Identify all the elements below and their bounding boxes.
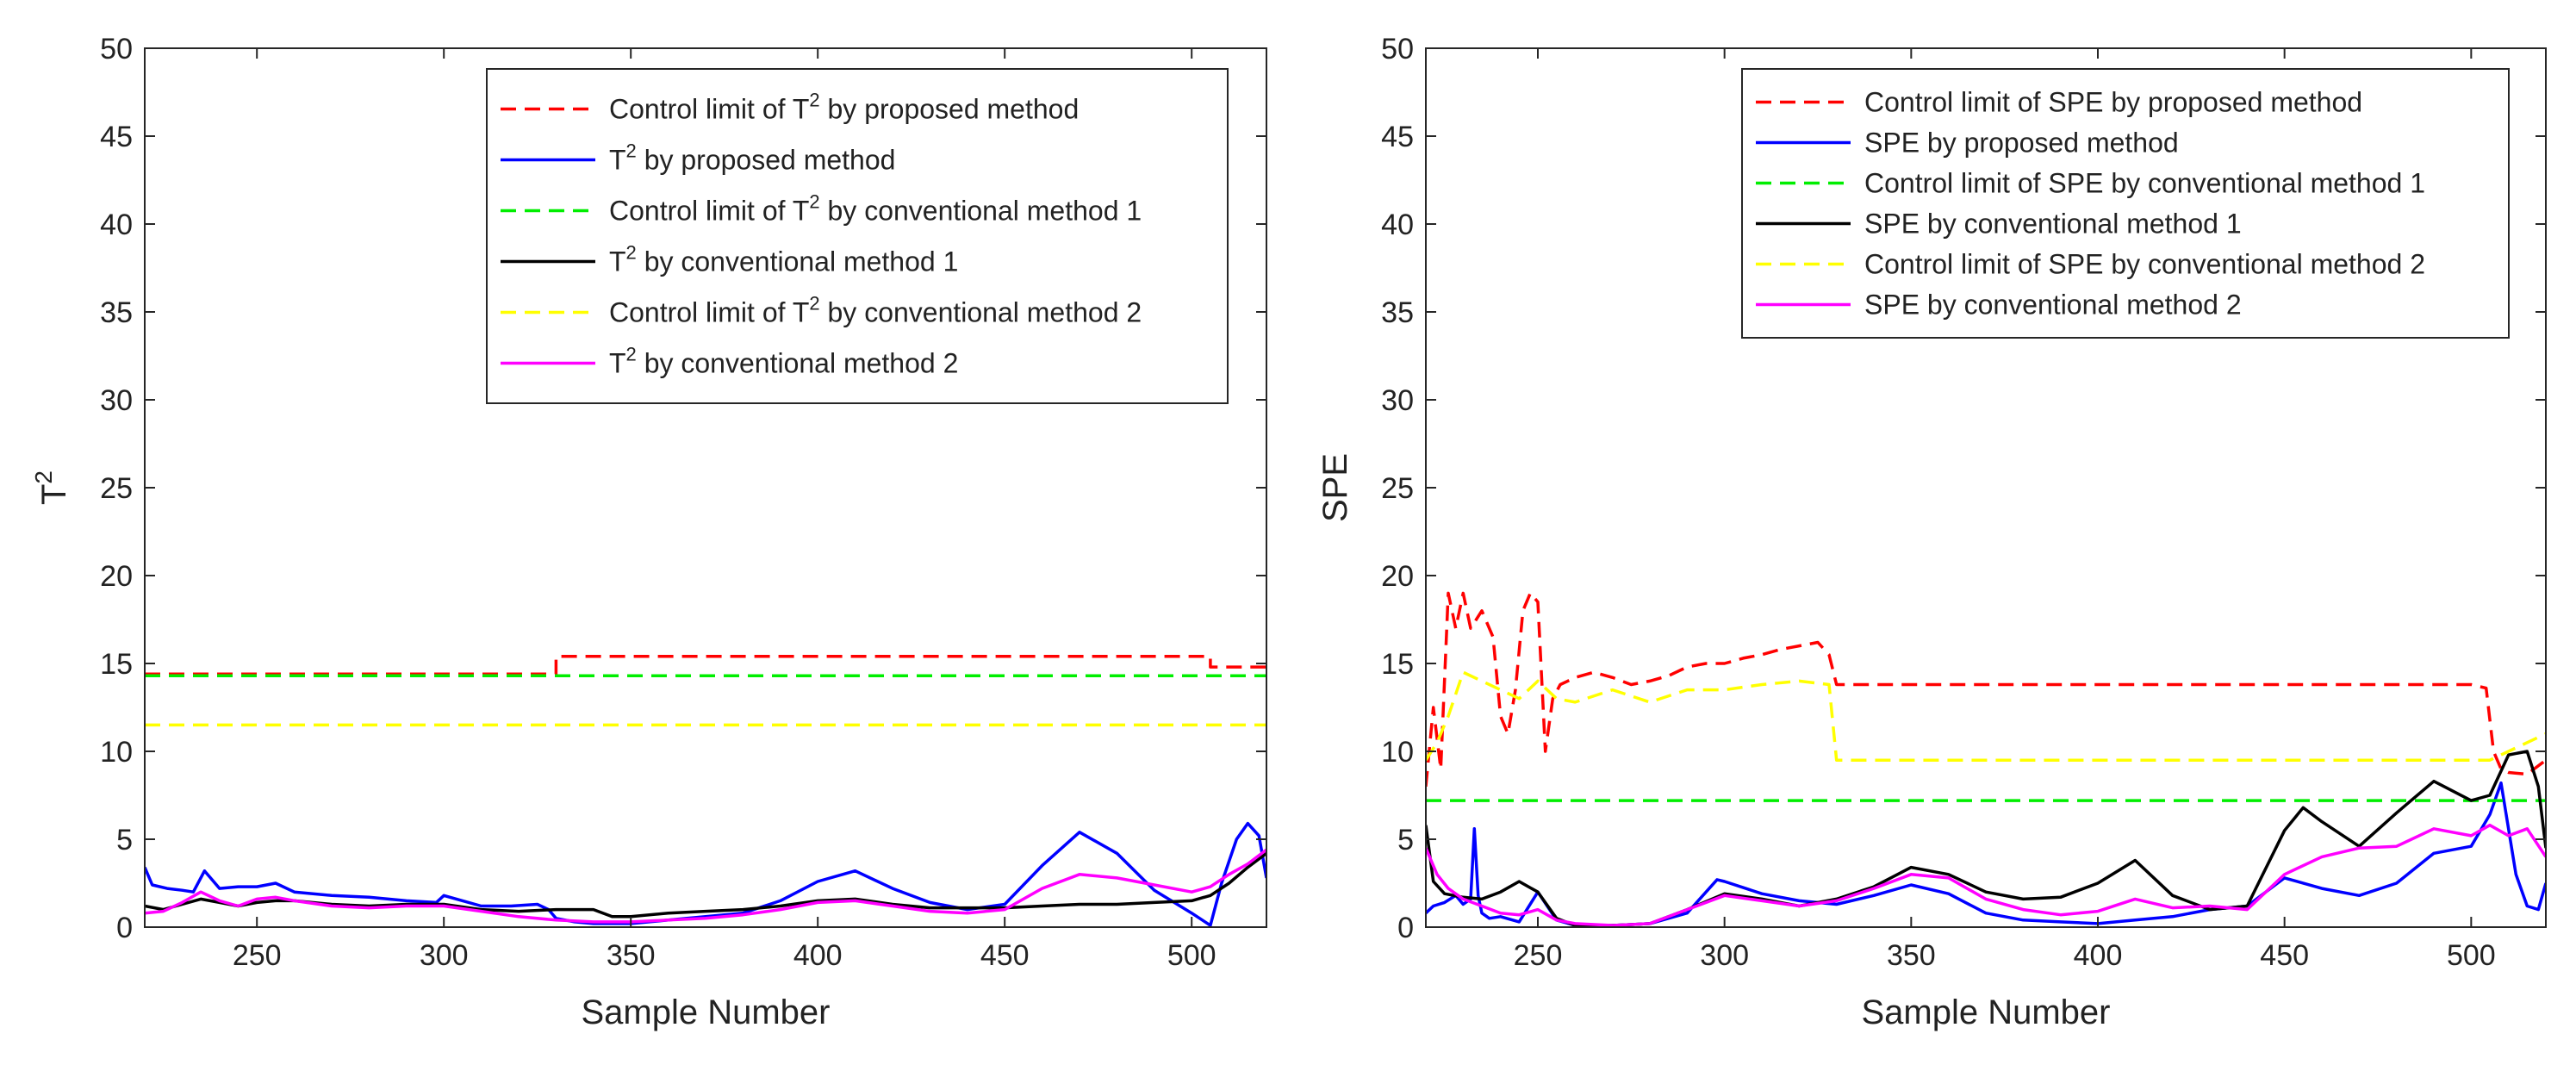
y-tick-label: 10 (100, 736, 133, 769)
y-tick-label: 15 (100, 648, 133, 681)
y-tick-label: 10 (1381, 736, 1414, 769)
y-tick-label: 40 (1381, 209, 1414, 241)
x-tick-label: 300 (420, 939, 469, 972)
y-tick-label: 5 (1397, 824, 1414, 856)
y-tick-label: 20 (1381, 560, 1414, 593)
y-tick-label: 30 (1381, 384, 1414, 417)
x-axis-label: Sample Number (1861, 993, 2110, 1031)
x-tick-label: 300 (1700, 939, 1749, 972)
x-tick-label: 400 (793, 939, 843, 972)
y-tick-label: 50 (100, 33, 133, 65)
y-tick-label: 5 (116, 824, 133, 856)
legend-label-ctrl-limit-spe-conv2: Control limit of SPE by conventional met… (1864, 249, 2425, 280)
y-tick-label: 40 (100, 209, 133, 241)
x-tick-label: 450 (2260, 939, 2309, 972)
x-tick-label: 500 (2447, 939, 2496, 972)
legend: Control limit of SPE by proposed method S… (1741, 68, 2510, 339)
y-tick-label: 0 (116, 912, 133, 944)
legend-label-spe-conv2: SPE by conventional method 2 (1864, 290, 2242, 321)
y-tick-label: 35 (1381, 296, 1414, 329)
plot-area (145, 655, 1266, 927)
y-tick-label: 0 (1397, 912, 1414, 944)
ctrl-limit-t2-proposed-line (145, 655, 1266, 676)
spe-chart: 0 5 10 15 20 25 30 35 40 45 50 250 300 350 400 450 500 Sa… (1316, 33, 2547, 1031)
y-tick-label: 25 (1381, 472, 1414, 505)
x-tick-label: 250 (1514, 939, 1563, 972)
t2-conv1-line (145, 851, 1266, 919)
x-tick-label: 250 (233, 939, 282, 972)
legend-label-spe-conv1: SPE by conventional method 1 (1864, 209, 2242, 240)
y-axis-label: T2 (30, 470, 73, 505)
legend-label-t2-conv2: T2 by conventional method 2 (609, 344, 958, 379)
x-tick-label: 400 (2074, 939, 2123, 972)
y-tick-label: 25 (100, 472, 133, 505)
t2-conv2-line (145, 848, 1266, 924)
x-tick-label: 350 (607, 939, 656, 972)
legend-label-ctrl-limit-t2-conv1: Control limit of T2 by conventional meth… (609, 191, 1142, 227)
x-tick-label: 500 (1167, 939, 1216, 972)
legend-label-t2-proposed: T2 by proposed method (609, 140, 895, 176)
legend-box (1741, 68, 2510, 339)
ctrl-limit-spe-proposed-line (1426, 591, 2546, 787)
x-tick-label: 350 (1887, 939, 1936, 972)
y-tick-label: 45 (1381, 121, 1414, 153)
legend-label-ctrl-limit-spe-proposed: Control limit of SPE by proposed method (1864, 87, 2362, 118)
legend: Control limit of T2 by proposed method T2… (486, 68, 1229, 404)
y-tick-label: 50 (1381, 33, 1414, 65)
y-axis-label: SPE (1316, 453, 1354, 522)
legend-label-t2-conv1: T2 by conventional method 1 (609, 242, 958, 277)
t2-chart: 0 5 10 15 20 25 30 35 40 45 50 250 300 350 400 450 500 Sa… (30, 33, 1267, 1031)
spe-conv2-line (1426, 823, 2546, 927)
y-tick-label: 30 (100, 384, 133, 417)
plot-area (1426, 591, 2546, 927)
spe-conv1-line (1426, 750, 2546, 927)
x-axis-label: Sample Number (581, 993, 830, 1031)
legend-label-ctrl-limit-spe-conv1: Control limit of SPE by conventional met… (1864, 168, 2425, 199)
y-tick-label: 20 (100, 560, 133, 593)
y-tick-label: 35 (100, 296, 133, 329)
legend-label-spe-proposed: SPE by proposed method (1864, 128, 2179, 159)
y-tick-label: 15 (1381, 648, 1414, 681)
legend-label-ctrl-limit-t2-conv2: Control limit of T2 by conventional meth… (609, 293, 1142, 328)
y-tick-label: 45 (100, 121, 133, 153)
ctrl-limit-spe-conv2-line (1426, 670, 2546, 762)
legend-box (486, 68, 1229, 404)
x-tick-label: 450 (980, 939, 1030, 972)
legend-label-ctrl-limit-t2-proposed: Control limit of T2 by proposed method (609, 90, 1079, 125)
